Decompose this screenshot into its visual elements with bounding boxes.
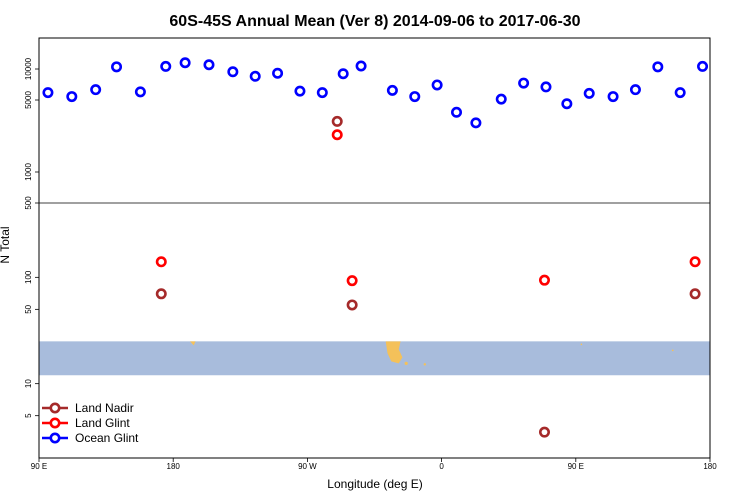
data-point <box>355 60 367 72</box>
series-ocean-glint <box>42 57 709 129</box>
data-point <box>607 91 619 103</box>
data-point <box>386 84 398 96</box>
series-land-glint <box>155 129 701 287</box>
land-new-zealand <box>189 341 196 346</box>
data-point <box>538 274 550 286</box>
legend-marker <box>49 432 61 444</box>
legend-entry: Land Nadir <box>42 401 134 415</box>
x-tick-label: 0 <box>439 462 444 471</box>
data-point <box>495 93 507 105</box>
data-point <box>227 66 239 78</box>
legend-label: Land Glint <box>75 416 130 430</box>
x-tick-label: 90 E <box>31 462 47 471</box>
data-point <box>583 87 595 99</box>
data-point <box>697 60 709 72</box>
legend-entry: Ocean Glint <box>42 431 139 445</box>
data-point <box>179 57 191 69</box>
y-tick-label: 10000 <box>24 57 33 80</box>
legend-marker <box>49 417 61 429</box>
data-point <box>331 129 343 141</box>
land-islands <box>423 363 427 366</box>
y-axis-ticks: 5 10 50 100 500 1000 5000 10000 <box>24 57 39 418</box>
legend-label: Ocean Glint <box>75 431 139 445</box>
data-point <box>203 59 215 71</box>
data-point <box>431 79 443 91</box>
legend-entry: Land Glint <box>42 416 130 430</box>
data-point <box>629 84 641 96</box>
data-point <box>155 256 167 268</box>
data-point <box>674 87 686 99</box>
legend-marker <box>49 402 61 414</box>
y-tick-label: 10 <box>24 379 33 388</box>
y-tick-label: 50 <box>24 304 33 313</box>
plot-border <box>38 37 711 459</box>
data-point <box>561 98 573 110</box>
data-point <box>272 67 284 79</box>
x-axis-label: Longitude (deg E) <box>327 477 422 491</box>
land-islands <box>580 343 583 346</box>
x-tick-label: 180 <box>167 462 181 471</box>
land-islands <box>671 349 674 352</box>
land-islands <box>404 361 408 365</box>
data-point <box>689 288 701 300</box>
y-axis-label: N Total <box>0 226 12 263</box>
plot-frame <box>38 37 711 459</box>
y-tick-label: 1000 <box>24 163 33 181</box>
x-tick-label: 180 <box>703 462 717 471</box>
data-points <box>42 57 709 438</box>
data-point <box>346 299 358 311</box>
data-point <box>66 91 78 103</box>
y-tick-label: 100 <box>24 270 33 284</box>
data-point <box>337 68 349 80</box>
data-point <box>111 61 123 73</box>
land-south-america <box>385 341 403 364</box>
data-point <box>294 85 306 97</box>
data-point <box>540 81 552 93</box>
data-point <box>652 61 664 73</box>
series-land-nadir <box>155 115 701 438</box>
data-point <box>42 87 54 99</box>
data-point <box>249 70 261 82</box>
y-tick-label: 5 <box>24 413 33 418</box>
data-point <box>90 84 102 96</box>
y-tick-label: 500 <box>24 196 33 210</box>
data-point <box>518 77 530 89</box>
data-point <box>451 106 463 118</box>
map-band <box>39 341 710 376</box>
data-point <box>155 288 167 300</box>
x-axis-ticks: 90 E 180 90 W 0 90 E 180 <box>31 458 717 471</box>
x-tick-label: 90 W <box>298 462 317 471</box>
data-point <box>346 275 358 287</box>
data-point <box>160 60 172 72</box>
chart-title: 60S-45S Annual Mean (Ver 8) 2014-09-06 t… <box>169 13 580 30</box>
data-point <box>470 117 482 129</box>
x-tick-label: 90 E <box>568 462 584 471</box>
data-point <box>316 87 328 99</box>
data-point <box>538 426 550 438</box>
data-point <box>331 115 343 127</box>
legend-label: Land Nadir <box>75 401 134 415</box>
data-point <box>134 86 146 98</box>
y-tick-label: 5000 <box>24 91 33 109</box>
map-band-ocean <box>39 341 710 376</box>
data-point <box>409 91 421 103</box>
data-point <box>689 256 701 268</box>
